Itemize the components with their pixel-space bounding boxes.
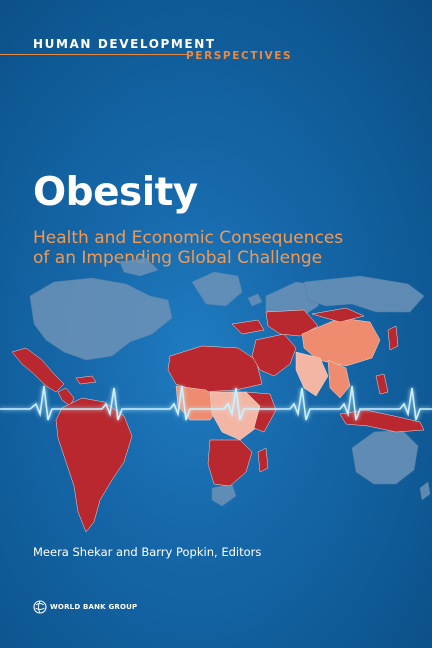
iceland-shape bbox=[247, 293, 263, 307]
logo-text: WORLD BANK GROUP bbox=[50, 603, 138, 611]
russia-shape bbox=[303, 275, 425, 313]
india-shape bbox=[295, 351, 329, 397]
series-name: HUMAN DEVELOPMENT bbox=[33, 37, 216, 51]
north-america-shape bbox=[29, 277, 173, 361]
turkey-shape bbox=[231, 319, 265, 335]
south-america-shape bbox=[55, 397, 133, 533]
authors-line: Meera Shekar and Barry Popkin, Editors bbox=[33, 545, 262, 559]
book-subtitle: Health and Economic Consequences of an I… bbox=[33, 228, 413, 268]
japan-shape bbox=[387, 325, 399, 351]
mexico-shape bbox=[11, 347, 65, 393]
series-divider bbox=[0, 54, 187, 55]
southern-africa-shape bbox=[207, 439, 253, 487]
series-subname: PERSPECTIVES bbox=[186, 50, 293, 62]
east-africa-shape bbox=[245, 391, 277, 433]
australia-shape bbox=[351, 429, 419, 485]
philippines-shape bbox=[375, 373, 389, 395]
globe-icon bbox=[33, 600, 47, 614]
north-africa-shape bbox=[167, 345, 263, 393]
middle-east-shape bbox=[251, 333, 297, 377]
heartbeat-line bbox=[0, 385, 432, 421]
mongolia-shape bbox=[311, 307, 365, 323]
new-zealand-shape bbox=[419, 481, 431, 501]
central-america-shape bbox=[57, 387, 75, 407]
publisher-logo: WORLD BANK GROUP bbox=[33, 600, 137, 614]
book-title: Obesity bbox=[33, 170, 198, 215]
southeast-asia-shape bbox=[327, 359, 351, 399]
arctic-islands-shape bbox=[119, 257, 159, 277]
subtitle-line-2: of an Impending Global Challenge bbox=[33, 248, 323, 268]
central-asia-shape bbox=[265, 309, 319, 337]
caribbean-shape bbox=[75, 375, 97, 385]
greenland-shape bbox=[191, 271, 243, 307]
south-africa-shape bbox=[211, 483, 237, 507]
indonesia-shape bbox=[339, 409, 425, 433]
madagascar-shape bbox=[257, 447, 269, 473]
subtitle-line-1: Health and Economic Consequences bbox=[33, 228, 344, 248]
